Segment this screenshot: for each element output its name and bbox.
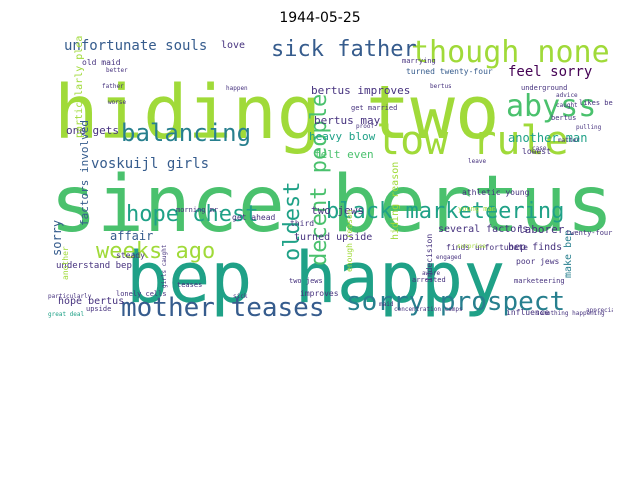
cloud-word: father <box>102 83 124 90</box>
cloud-word: hope bertus <box>58 296 124 307</box>
cloud-word: third <box>290 219 314 228</box>
cloud-word: lonely cells <box>116 290 167 298</box>
cloud-word: worse <box>108 99 126 106</box>
cloud-word: get married <box>351 104 397 112</box>
cloud-word: particularly pleased <box>74 36 85 138</box>
cloud-word: hiding two <box>54 70 500 156</box>
cloud-word: decent people <box>307 94 332 266</box>
cloud-word: leave <box>468 158 486 165</box>
cloud-word: case <box>532 145 547 152</box>
cloud-word: young man <box>458 205 496 213</box>
cloud-word: better <box>106 67 128 74</box>
cloud-word: pulling <box>576 124 602 131</box>
cloud-word: oldest <box>280 182 305 261</box>
cloud-word: improves <box>300 289 339 298</box>
chart-title: 1944-05-25 <box>279 10 361 26</box>
cloud-word: black marketeering <box>326 199 564 224</box>
cloud-word: marrying <box>402 57 436 65</box>
cloud-word: appreciate <box>586 307 613 314</box>
cloud-word: abyss <box>506 89 596 124</box>
cloud-word: engaged <box>436 254 462 261</box>
cloud-word: voskuijl girls <box>91 156 209 172</box>
cloud-word: marketeering <box>514 277 565 285</box>
cloud-word: get ahead <box>232 213 276 222</box>
cloud-word: poor jews <box>516 257 560 266</box>
cloud-word: bertus <box>430 83 452 90</box>
cloud-word: arrested <box>412 276 446 284</box>
cloud-word: sick <box>233 293 248 300</box>
cloud-word: influence <box>506 308 550 317</box>
cloud-word: laborer <box>518 223 565 236</box>
cloud-word: bep happy <box>126 237 505 319</box>
cloud-word: finds unfortunate <box>446 243 528 252</box>
cloud-word: several factors <box>438 224 528 235</box>
cloud-word: felt even <box>314 148 374 161</box>
cloud-word: low rule <box>376 118 569 164</box>
cloud-word: surprise <box>457 243 486 250</box>
cloud-word: unfortunate souls <box>64 38 207 54</box>
cloud-word: heavy blow <box>309 130 376 143</box>
cloud-word: two jews <box>311 204 364 217</box>
cloud-word: balancing <box>121 119 251 147</box>
cloud-word: bertus improves <box>311 84 410 97</box>
cloud-word: affair <box>110 229 153 243</box>
cloud-word: steady <box>116 251 145 260</box>
cloud-word: since bertus <box>50 160 613 250</box>
cloud-word: enough reason <box>345 209 354 272</box>
cloud-word: great deal <box>48 311 85 318</box>
cloud-word: twenty-four <box>566 229 612 237</box>
cloud-word: concentration camps <box>394 306 463 313</box>
cloud-word: weeks ago <box>96 239 215 264</box>
cloud-word: bep finds <box>508 242 562 253</box>
cloud-word: sorry prospect <box>346 287 565 317</box>
cloud-word: bertus <box>551 114 576 122</box>
cloud-word: turned upside <box>294 232 372 243</box>
cloud-word: sorry <box>50 220 64 256</box>
cloud-word: aware <box>422 270 440 277</box>
cloud-word: make bep <box>563 230 574 278</box>
cloud-word: proof <box>356 123 374 130</box>
cloud-word: lowest <box>522 147 551 156</box>
cloud-word: particularly <box>48 293 92 300</box>
cloud-word: advice <box>556 92 578 99</box>
cloud-word: hiding reason <box>390 162 401 240</box>
cloud-word: maid <box>379 301 394 308</box>
cloud-word: one gets <box>66 124 119 137</box>
cloud-word: likes bertus <box>579 99 613 107</box>
cloud-word: happen <box>226 85 248 92</box>
cloud-word: another man <box>508 131 587 145</box>
cloud-word: sick father <box>271 37 417 62</box>
cloud-word: something happening <box>536 310 605 317</box>
cloud-word: morning mr. <box>176 206 222 214</box>
cloud-word: underground <box>521 84 567 92</box>
cloud-word: bertus may <box>314 114 381 127</box>
cloud-word: mother teases <box>121 293 325 320</box>
word-cloud: hiding two since bertus bep happy low rule t… <box>46 36 613 320</box>
cloud-word: love <box>221 40 245 51</box>
cloud-word: two jews <box>289 277 323 285</box>
cloud-word: athletic young <box>462 188 530 197</box>
cloud-word: indecision <box>425 234 434 282</box>
cloud-word: girls caught <box>161 244 168 288</box>
cloud-word: turned twenty-four <box>406 67 493 76</box>
cloud-word: feel sorry <box>508 64 592 80</box>
cloud-word: upside <box>86 305 111 313</box>
cloud-word: hope chest <box>126 202 258 227</box>
cloud-word: another <box>61 246 70 280</box>
cloud-word: matter <box>558 137 580 144</box>
cloud-word: old maid <box>82 58 121 67</box>
cloud-word: though none <box>411 36 610 70</box>
cloud-word: teases <box>177 281 202 289</box>
cloud-word: understand bep <box>56 261 132 271</box>
cloud-word: caught <box>556 102 578 109</box>
cloud-word: factors involved <box>78 120 91 226</box>
